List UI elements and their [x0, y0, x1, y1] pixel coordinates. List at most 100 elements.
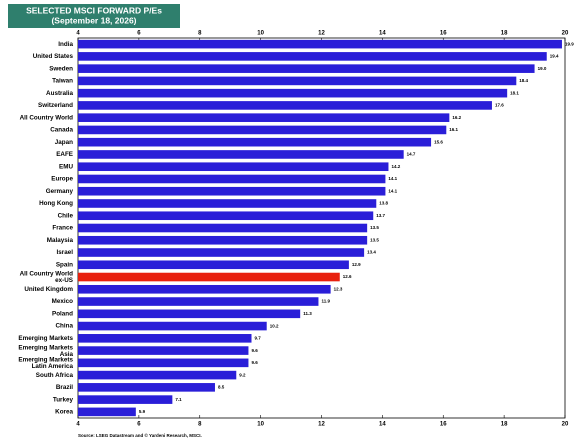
chart-title: SELECTED MSCI FORWARD P/Es	[26, 5, 162, 15]
title-box	[8, 4, 180, 28]
bar	[78, 162, 389, 172]
y-tick-label: Latin America	[32, 363, 74, 370]
y-tick-label: Mexico	[52, 298, 74, 305]
bar	[78, 248, 365, 257]
y-tick-label: China	[56, 323, 74, 330]
x-tick-label: 12	[318, 31, 325, 37]
x-tick-label: 6	[137, 31, 141, 37]
y-tick-label: Korea	[55, 409, 73, 416]
bar	[78, 64, 535, 73]
x-tick-label: 16	[440, 31, 447, 37]
x-tick-label: 14	[379, 31, 386, 37]
y-tick-label: All Country World	[20, 271, 74, 278]
bar	[78, 383, 215, 392]
y-tick-label: Canada	[50, 127, 73, 134]
value-label: 19.9	[565, 41, 574, 46]
value-label: 9.6	[251, 360, 258, 365]
y-tick-label: Israel	[57, 249, 74, 256]
chart-subtitle: (September 18, 2026)	[51, 15, 136, 25]
bar	[78, 101, 492, 110]
bar	[78, 88, 508, 98]
y-tick-label: Poland	[52, 310, 73, 317]
value-label: 16.2	[452, 115, 461, 120]
y-tick-label: Germany	[46, 188, 74, 195]
bar	[78, 297, 319, 306]
value-label: 5.9	[139, 409, 146, 414]
value-label: 9.7	[254, 336, 261, 341]
value-label: 14.2	[391, 164, 400, 169]
y-tick-label: Sweden	[49, 65, 73, 72]
bar	[78, 199, 377, 208]
bar	[78, 39, 562, 49]
y-tick-label: Hong Kong	[39, 200, 73, 207]
value-label: 16.1	[449, 127, 458, 132]
y-tick-label: Taiwan	[52, 78, 73, 85]
x-tick-label: 18	[501, 422, 508, 428]
value-label: 17.6	[495, 103, 504, 108]
x-tick-label: 14	[379, 422, 386, 428]
value-label: 19.0	[538, 66, 547, 71]
x-tick-label: 6	[137, 422, 141, 428]
y-tick-label: Emerging Markets	[18, 335, 73, 342]
bar	[78, 125, 447, 135]
x-tick-label: 20	[562, 31, 569, 37]
value-label: 14.1	[388, 176, 397, 181]
bar	[78, 370, 237, 380]
value-label: 14.1	[388, 188, 397, 193]
value-label: 11.3	[303, 311, 312, 316]
x-tick-label: 4	[76, 422, 80, 428]
y-tick-label: Chile	[58, 212, 74, 219]
x-tick-label: 4	[76, 31, 80, 37]
x-tick-label: 10	[257, 422, 264, 428]
y-tick-label: Emerging Markets	[18, 357, 73, 364]
y-tick-label: Australia	[46, 90, 73, 97]
value-label: 8.5	[218, 385, 225, 390]
y-tick-label: All Country World	[20, 114, 74, 121]
value-label: 7.1	[175, 397, 182, 402]
value-label: 13.5	[370, 225, 379, 230]
x-tick-label: 12	[318, 422, 325, 428]
y-tick-label: Switzerland	[38, 102, 73, 109]
x-tick-label: 20	[562, 422, 569, 428]
y-tick-label: Malaysia	[47, 237, 74, 244]
value-label: 18.4	[519, 78, 528, 83]
value-label: 12.3	[334, 286, 343, 291]
value-label: 13.8	[379, 201, 388, 206]
bar	[78, 235, 368, 245]
bar	[78, 321, 267, 331]
value-label: 9.6	[251, 348, 258, 353]
y-tick-label: Japan	[55, 139, 73, 146]
value-label: 12.6	[343, 274, 352, 279]
y-tick-label: France	[52, 225, 73, 232]
bar	[78, 113, 450, 122]
value-label: 12.9	[352, 262, 361, 267]
value-label: 9.2	[239, 372, 246, 377]
x-tick-label: 18	[501, 31, 508, 37]
y-tick-label: India	[58, 41, 73, 48]
bar	[78, 174, 386, 184]
y-tick-label: Europe	[51, 176, 73, 183]
value-label: 13.5	[370, 237, 379, 242]
y-tick-label: Spain	[56, 261, 73, 268]
bar	[78, 52, 547, 61]
bar	[78, 358, 249, 368]
y-tick-label: EMU	[59, 163, 73, 170]
x-tick-label: 8	[198, 422, 202, 428]
y-tick-label: ex-US	[55, 277, 73, 284]
value-label: 13.4	[367, 250, 376, 255]
bar	[78, 260, 349, 270]
bar	[78, 223, 368, 233]
value-label: 14.7	[407, 152, 416, 157]
value-label: 11.9	[321, 299, 330, 304]
bar	[78, 150, 404, 159]
bar	[78, 186, 386, 196]
y-tick-label: EAFE	[56, 151, 73, 158]
bar	[78, 395, 173, 404]
x-tick-label: 16	[440, 422, 447, 428]
bar	[78, 211, 374, 221]
bar	[78, 334, 252, 343]
bar	[78, 346, 249, 355]
source-note: Source: LSEG Datastream and © Yardeni Re…	[78, 432, 202, 438]
y-tick-label: Emerging Markets	[18, 344, 73, 351]
